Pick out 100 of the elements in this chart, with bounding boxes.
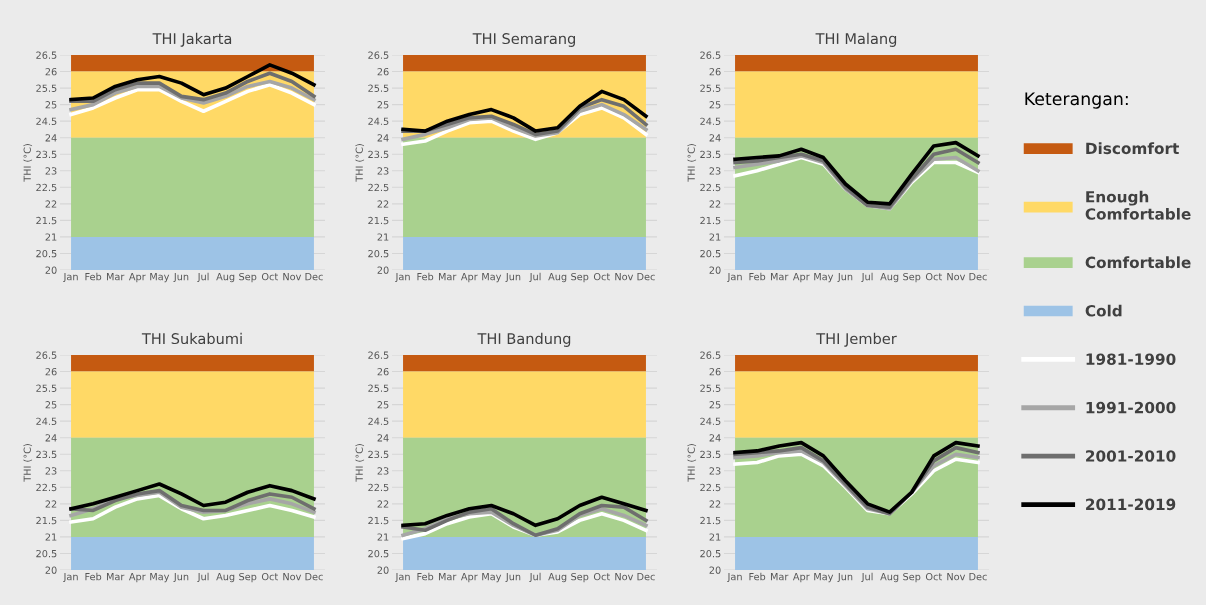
x-tick-label: Oct: [261, 572, 278, 581]
x-tick-label: Mar: [770, 273, 789, 281]
x-tick-label: Oct: [593, 272, 610, 281]
y-tick-label: 25.5: [36, 84, 57, 92]
y-tick-label: 25.5: [368, 384, 389, 392]
y-tick-label: 20: [45, 266, 57, 274]
y-axis-title: THI (°C): [687, 144, 697, 182]
x-tick-label: Dec: [969, 573, 987, 581]
x-tick-label: Feb: [417, 272, 434, 281]
x-tick-label: Aug: [216, 273, 235, 283]
y-tick-label: 25: [377, 401, 389, 409]
y-tick-label: 21: [377, 233, 389, 241]
legend-label: 1991-2000: [1086, 401, 1176, 414]
y-tick-label: 20: [709, 266, 721, 274]
x-tick-label: Feb: [749, 572, 766, 581]
y-tick-label: 20.5: [368, 549, 389, 558]
y-tick-label: 21: [45, 533, 57, 541]
y-tick-label: 24: [45, 434, 57, 442]
y-tick-label: 20.5: [36, 549, 57, 558]
x-tick-label: Apr: [128, 273, 146, 283]
legend-label: Cold: [1085, 304, 1122, 317]
x-tick-label: Mar: [106, 573, 125, 581]
y-tick-label: 26: [45, 368, 57, 376]
x-tick-label: Feb: [749, 272, 766, 281]
x-tick-label: Feb: [85, 272, 102, 281]
x-tick-label: Aug: [548, 573, 567, 583]
y-tick-label: 25.5: [700, 384, 721, 392]
y-tick-label: 20: [45, 566, 57, 574]
y-tick-label: 26.5: [368, 351, 389, 359]
x-tick-label: Nov: [615, 273, 634, 281]
y-tick-label: 22.5: [700, 483, 721, 492]
x-tick-label: May: [482, 573, 502, 583]
y-tick-label: 26: [709, 68, 721, 76]
chart-title: THI Jember: [816, 332, 897, 347]
y-tick-label: 23: [45, 167, 57, 175]
y-tick-label: 23: [709, 167, 721, 175]
x-tick-label: Dec: [637, 273, 655, 281]
x-tick-label: Nov: [947, 573, 966, 581]
y-tick-label: 20: [377, 566, 389, 574]
x-tick-label: Aug: [548, 273, 567, 283]
y-tick-label: 21: [709, 233, 721, 241]
y-tick-label: 24: [709, 134, 721, 142]
y-tick-label: 21.5: [368, 516, 389, 525]
legend-label: Comfortable: [1085, 256, 1191, 269]
y-tick-label: 26.5: [700, 51, 721, 59]
y-tick-label: 21.5: [700, 516, 721, 525]
x-tick-label: Dec: [969, 273, 987, 281]
y-tick-label: 21.5: [700, 216, 721, 225]
x-tick-label: Sep: [239, 272, 257, 283]
x-tick-label: Mar: [438, 273, 457, 281]
x-tick-label: Mar: [770, 573, 789, 581]
x-tick-label: May: [150, 273, 170, 283]
y-tick-label: 23.5: [368, 450, 389, 459]
y-tick-label: 25.5: [368, 84, 389, 92]
x-tick-label: Jul: [197, 272, 209, 283]
x-tick-label: May: [150, 573, 170, 583]
y-tick-label: 23: [377, 167, 389, 175]
x-tick-label: Jul: [861, 272, 873, 283]
y-axis-title: THI (°C): [687, 444, 697, 482]
x-tick-label: Oct: [925, 272, 942, 281]
y-tick-label: 23: [377, 467, 389, 475]
legend-label: 1981-1990: [1086, 353, 1176, 365]
x-tick-label: Feb: [417, 572, 434, 581]
x-tick-label: Aug: [880, 573, 899, 583]
x-tick-label: Jan: [63, 273, 78, 283]
y-tick-label: 21: [377, 533, 389, 541]
y-tick-label: 24.5: [36, 117, 57, 125]
x-tick-label: Jan: [727, 573, 742, 583]
x-tick-label: Jun: [505, 273, 521, 283]
y-tick-label: 20.5: [368, 249, 389, 258]
y-axis-title: THI (°C): [23, 144, 33, 182]
y-tick-label: 22: [45, 200, 57, 208]
x-tick-label: Jan: [727, 273, 742, 283]
legend-label: 2011-2019: [1086, 498, 1176, 511]
legend-label: Discomfort: [1086, 142, 1179, 155]
x-tick-label: Jan: [395, 273, 410, 283]
x-tick-label: Sep: [903, 572, 921, 583]
chart-title: THI Jakarta: [152, 32, 232, 47]
y-tick-label: 24: [709, 434, 721, 442]
x-tick-label: Jan: [63, 573, 78, 583]
x-tick-label: Aug: [216, 573, 235, 583]
x-tick-label: Nov: [283, 573, 302, 581]
y-tick-label: 24: [45, 134, 57, 142]
y-tick-label: 24.5: [700, 417, 721, 425]
chart-title: THI Sukabumi: [141, 332, 242, 345]
y-tick-label: 24.5: [700, 117, 721, 125]
y-tick-label: 21.5: [36, 516, 57, 525]
y-tick-label: 25: [45, 101, 57, 109]
y-tick-label: 22.5: [36, 483, 57, 492]
y-tick-label: 20: [709, 566, 721, 574]
x-tick-label: Mar: [106, 273, 125, 281]
x-tick-label: Sep: [239, 572, 257, 583]
x-tick-label: Apr: [792, 273, 810, 283]
legend-title: Keterangan:: [1025, 92, 1128, 109]
y-tick-label: 26.5: [368, 51, 389, 59]
y-tick-label: 23.5: [700, 450, 721, 459]
x-tick-label: Sep: [571, 572, 589, 583]
y-axis-title: THI (°C): [355, 144, 365, 182]
y-tick-label: 24.5: [36, 417, 57, 425]
y-tick-label: 21.5: [368, 216, 389, 225]
